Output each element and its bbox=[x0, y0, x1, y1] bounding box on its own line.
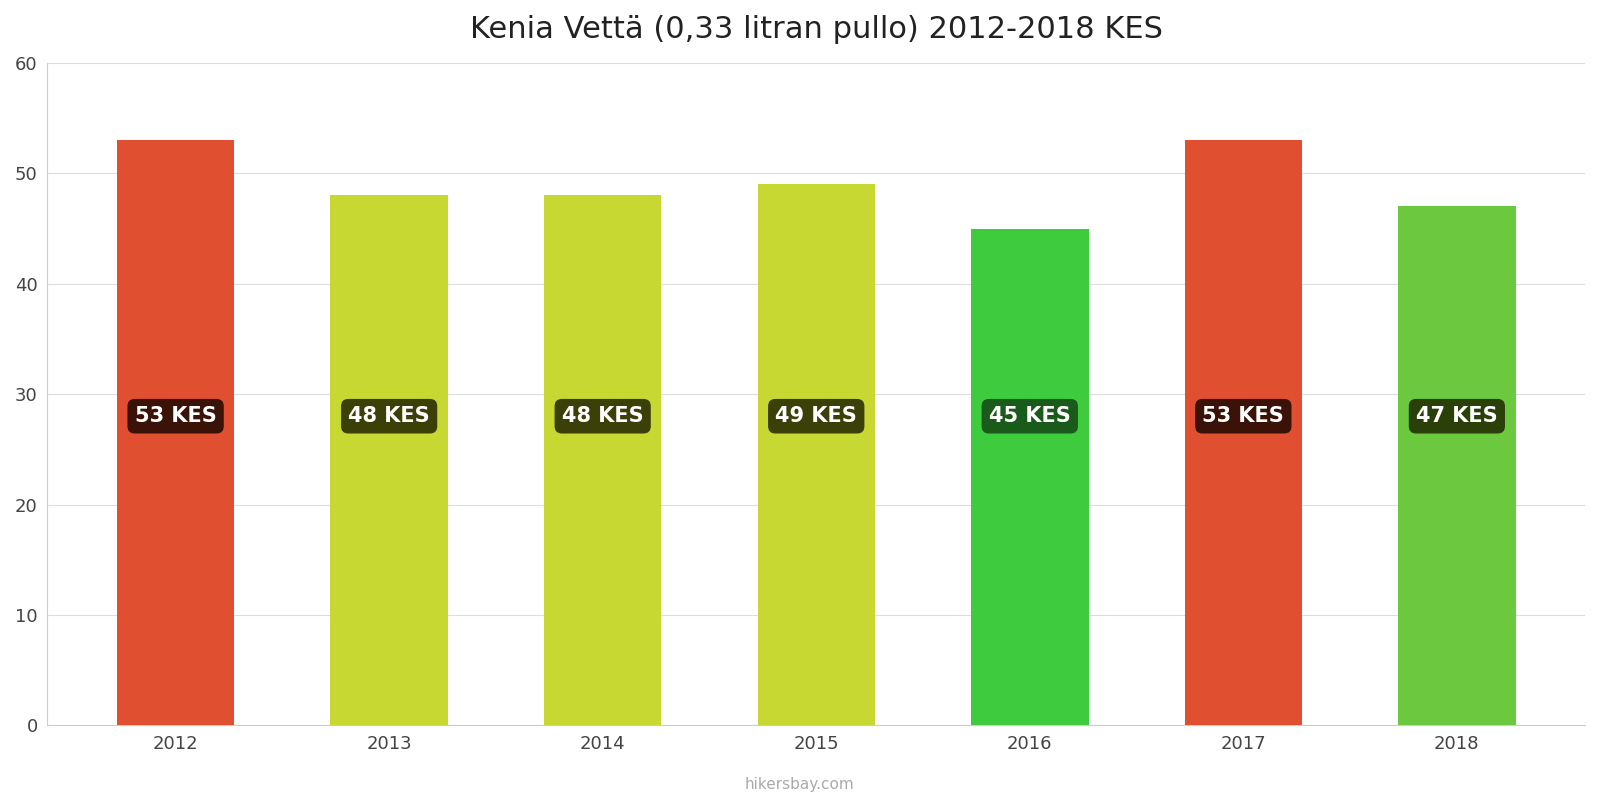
Text: 45 KES: 45 KES bbox=[989, 406, 1070, 426]
Bar bbox=[757, 185, 875, 726]
Bar bbox=[971, 229, 1088, 726]
Text: 48 KES: 48 KES bbox=[349, 406, 430, 426]
Title: Kenia Vettä (0,33 litran pullo) 2012-2018 KES: Kenia Vettä (0,33 litran pullo) 2012-201… bbox=[470, 15, 1163, 44]
Bar bbox=[1398, 206, 1515, 726]
Text: 48 KES: 48 KES bbox=[562, 406, 643, 426]
Bar bbox=[331, 195, 448, 726]
Text: 53 KES: 53 KES bbox=[1203, 406, 1285, 426]
Bar bbox=[544, 195, 661, 726]
Bar bbox=[117, 140, 234, 726]
Text: hikersbay.com: hikersbay.com bbox=[746, 777, 854, 792]
Text: 47 KES: 47 KES bbox=[1416, 406, 1498, 426]
Bar bbox=[1184, 140, 1302, 726]
Text: 49 KES: 49 KES bbox=[776, 406, 858, 426]
Text: 53 KES: 53 KES bbox=[134, 406, 216, 426]
